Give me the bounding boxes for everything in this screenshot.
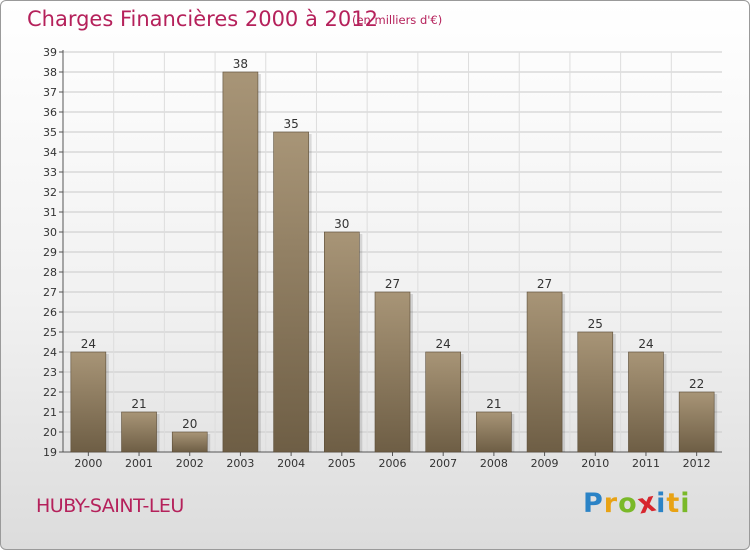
bar-2004 xyxy=(273,131,309,453)
y-tick-label: 20 xyxy=(43,426,57,439)
x-tick-label: 2001 xyxy=(125,457,153,470)
y-tick-label: 29 xyxy=(43,246,57,259)
x-tick-label: 2010 xyxy=(581,457,609,470)
bar-2001 xyxy=(121,411,157,453)
bar-value-label: 20 xyxy=(182,417,197,431)
bar-layer xyxy=(70,71,718,453)
bar-value-label: 24 xyxy=(81,337,96,351)
y-tick-label: 22 xyxy=(43,386,57,399)
bar-value-label: 21 xyxy=(131,397,146,411)
y-tick-label: 36 xyxy=(43,106,57,119)
y-tick-label: 35 xyxy=(43,126,57,139)
x-tick-label: 2011 xyxy=(632,457,660,470)
x-tick-label: 2000 xyxy=(74,457,102,470)
x-tick-label: 2008 xyxy=(480,457,508,470)
bar-2007 xyxy=(425,351,461,453)
y-tick-label: 28 xyxy=(43,266,57,279)
proxiti-logo: Proxiti xyxy=(583,486,691,520)
x-tick-label: 2003 xyxy=(226,457,254,470)
logo-letter: i xyxy=(656,488,667,519)
y-tick-label: 19 xyxy=(43,446,57,459)
bar-value-label: 38 xyxy=(233,57,248,71)
x-tick-label: 2002 xyxy=(176,457,204,470)
bar-2005 xyxy=(324,231,360,453)
x-tick-label: 2006 xyxy=(379,457,407,470)
bar-2011 xyxy=(628,351,664,453)
logo-letter: i xyxy=(680,488,691,519)
bar-value-label: 30 xyxy=(334,217,349,231)
label-layer: 24 21 20 38 35 30 27 24 21 27 25 24 22 xyxy=(81,57,705,431)
x-tick-label: 2012 xyxy=(683,457,711,470)
y-tick-label: 32 xyxy=(43,186,57,199)
bar-value-label: 22 xyxy=(689,377,704,391)
x-tick-label: 2005 xyxy=(328,457,356,470)
bar-2009 xyxy=(526,291,563,453)
bar-2006 xyxy=(374,291,411,453)
y-tick-label: 37 xyxy=(43,86,57,99)
y-tick-label: 27 xyxy=(43,286,57,299)
y-tick-label: 25 xyxy=(43,326,57,339)
chart-subtitle: (en milliers d'€) xyxy=(352,13,443,27)
y-tick-label: 26 xyxy=(43,306,57,319)
bar-value-label: 27 xyxy=(385,277,400,291)
chart-title: Charges Financières 2000 à 2012 xyxy=(27,7,378,31)
logo-letter: r xyxy=(603,488,619,519)
y-tick-label: 24 xyxy=(43,346,57,359)
bar-value-label: 21 xyxy=(486,397,501,411)
bar-2010 xyxy=(577,331,614,453)
bar-value-label: 25 xyxy=(588,317,603,331)
y-tick-label: 38 xyxy=(43,66,57,79)
logo-letter: o xyxy=(618,488,638,519)
y-tick-label: 34 xyxy=(43,146,57,159)
x-tick-label: 2007 xyxy=(429,457,457,470)
y-tick-label: 39 xyxy=(43,46,57,59)
logo-letter: t xyxy=(666,488,681,519)
y-tick-label: 30 xyxy=(43,226,57,239)
y-tick-label: 33 xyxy=(43,166,57,179)
bar-2003 xyxy=(222,71,259,453)
bar-value-label: 24 xyxy=(638,337,653,351)
bar-2002 xyxy=(171,431,208,453)
bar-2000 xyxy=(70,351,107,453)
town-name: HUBY-SAINT-LEU xyxy=(36,495,184,517)
bar-value-label: 27 xyxy=(537,277,552,291)
bar-value-label: 35 xyxy=(283,117,298,131)
y-tick-label: 21 xyxy=(43,406,57,419)
bar-value-label: 24 xyxy=(436,337,451,351)
x-tick-label: 2004 xyxy=(277,457,305,470)
logo-letter: P xyxy=(583,488,604,519)
bar-2008 xyxy=(476,411,512,453)
y-tick-label: 23 xyxy=(43,366,57,379)
y-tick-label: 31 xyxy=(43,206,57,219)
bar-2012 xyxy=(678,391,715,453)
x-tick-label: 2009 xyxy=(531,457,559,470)
